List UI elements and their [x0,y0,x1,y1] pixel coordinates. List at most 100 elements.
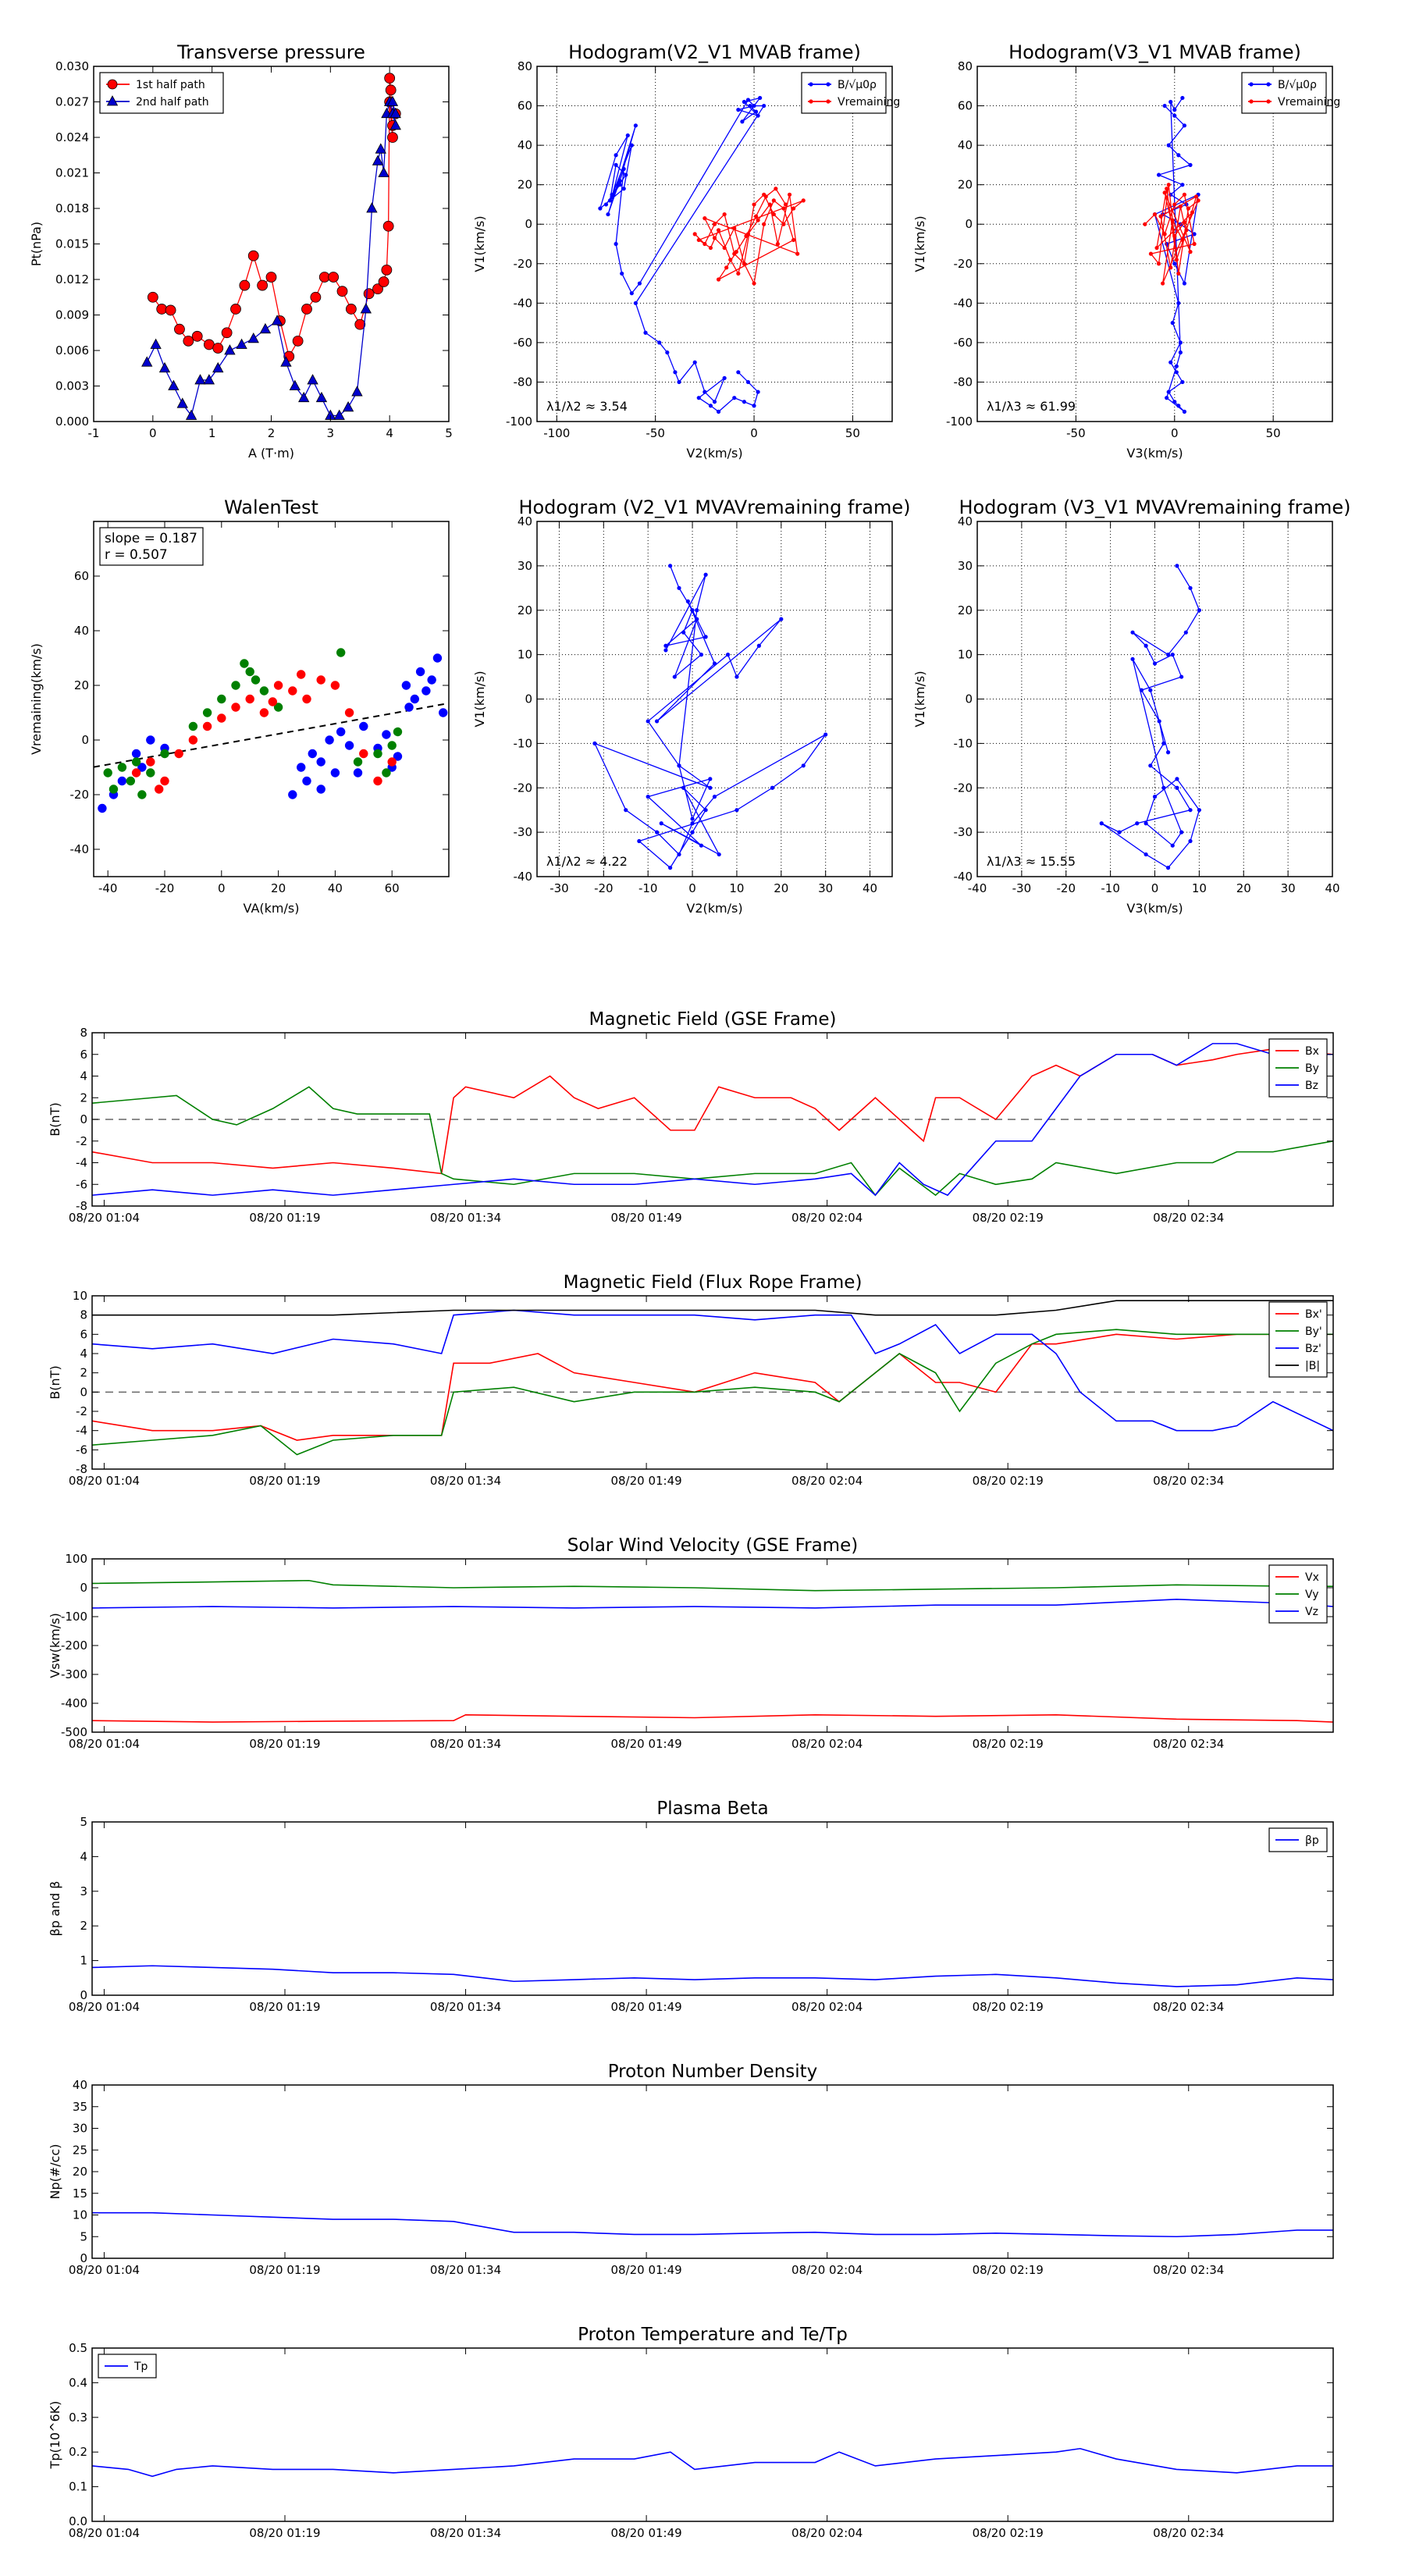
data-point [1174,370,1179,375]
data-point [695,608,699,613]
y-axis-label: V1(km/s) [472,215,487,272]
legend-label: Vremaining [1278,96,1340,109]
data-point [427,675,436,685]
data-point [1165,750,1171,755]
data-point [382,220,394,232]
data-point [373,749,382,759]
x-tick-label: 08/20 01:04 [69,2526,140,2540]
data-point [1166,143,1171,148]
data-point [292,335,304,347]
data-point [387,741,397,750]
y-tick-label: 10 [73,1289,87,1303]
data-point [1172,400,1177,404]
plot-background [92,2348,1333,2521]
data-point [387,757,397,767]
y-tick-label: 40 [518,514,532,528]
data-point [230,304,241,315]
chart-title: WalenTest [224,496,318,518]
data-point [734,250,738,254]
data-point [224,344,236,355]
data-point [183,335,194,347]
y-tick-label: -80 [514,375,533,389]
x-tick-label: 50 [845,426,860,440]
data-point [703,572,708,577]
x-tick-label: 08/20 02:34 [1153,2526,1224,2540]
walen-fit-line [94,702,449,768]
legend-marker [809,99,813,104]
y-tick-label: 0 [965,692,973,706]
y-tick-label: 40 [958,138,973,152]
data-point [103,768,112,777]
data-point [1176,404,1181,408]
data-point [1183,630,1188,635]
data-point [748,103,752,109]
legend: Tp [98,2354,157,2379]
y-tick-label: 40 [74,624,89,638]
x-tick-label: 08/20 01:19 [249,2000,320,2014]
y-tick-label: -400 [61,1696,87,1710]
data-point [722,212,727,217]
plot-background [537,66,892,422]
data-point [131,757,141,767]
x-tick-label: 20 [271,881,286,895]
data-point [763,194,768,199]
chart-title: Plasma Beta [656,1799,768,1819]
x-tick-label: 40 [328,881,343,895]
fit-stat-text: slope = 0.187 [105,531,197,546]
y-tick-label: -80 [954,375,973,389]
y-tick-label: 80 [958,59,973,73]
x-tick-label: -40 [968,881,987,895]
data-point [736,271,741,276]
data-point [271,315,283,326]
x-tick-label: 08/20 02:19 [973,2000,1044,2014]
data-point [315,391,328,403]
y-tick-label: -40 [514,296,533,310]
x-tick-label: 60 [385,881,400,895]
y-tick-label: 0 [525,217,532,231]
data-point [439,708,448,717]
legend: B/√μ0ρ Vremaining [801,72,900,114]
data-point [625,133,630,138]
data-point [174,749,183,759]
data-point [344,741,354,750]
series-line-1 [146,101,397,417]
data-point [690,817,695,821]
chart-title: Magnetic Field (Flux Rope Frame) [564,1272,863,1293]
chart-title: Hodogram (V2_V1 MVAVremaining frame) [518,496,910,518]
x-tick-label: 1 [208,426,216,440]
data-point [1182,192,1187,197]
x-tick-label: 3 [327,426,335,440]
data-point [158,361,171,373]
data-point [1168,360,1173,365]
y-tick-label: -20 [954,257,973,271]
x-tick-label: 08/20 02:04 [791,2263,863,2277]
x-tick-label: 08/20 01:49 [610,2263,681,2277]
data-point [665,350,670,355]
x-tick-label: 4 [386,426,393,440]
series-line-1 [92,1579,1333,1592]
y-tick-label: 40 [73,2078,87,2092]
legend-label: B/√μ0ρ [1278,79,1317,91]
plot-area [92,1579,1333,1723]
data-point [1179,830,1184,834]
series-line-2 [92,1043,1333,1197]
data-point [310,291,322,303]
series-line-0 [92,2211,1333,2238]
x-tick-label: -30 [1012,881,1032,895]
x-tick-label: -10 [638,881,658,895]
x-tick-label: 08/20 01:34 [430,2000,501,2014]
y-tick-label: -30 [514,825,533,839]
data-point [771,212,776,217]
y-tick-label: 0.024 [55,130,89,144]
legend-marker [1249,82,1254,87]
data-point [393,727,403,737]
x-tick-label: 08/20 01:19 [249,1737,320,1751]
plot-frame [536,66,893,422]
data-point [146,757,155,767]
data-point [742,99,747,105]
data-point [629,143,634,148]
data-point [1197,608,1201,613]
data-point [194,374,206,385]
y-tick-label: -40 [514,870,533,884]
data-point [1180,379,1185,385]
